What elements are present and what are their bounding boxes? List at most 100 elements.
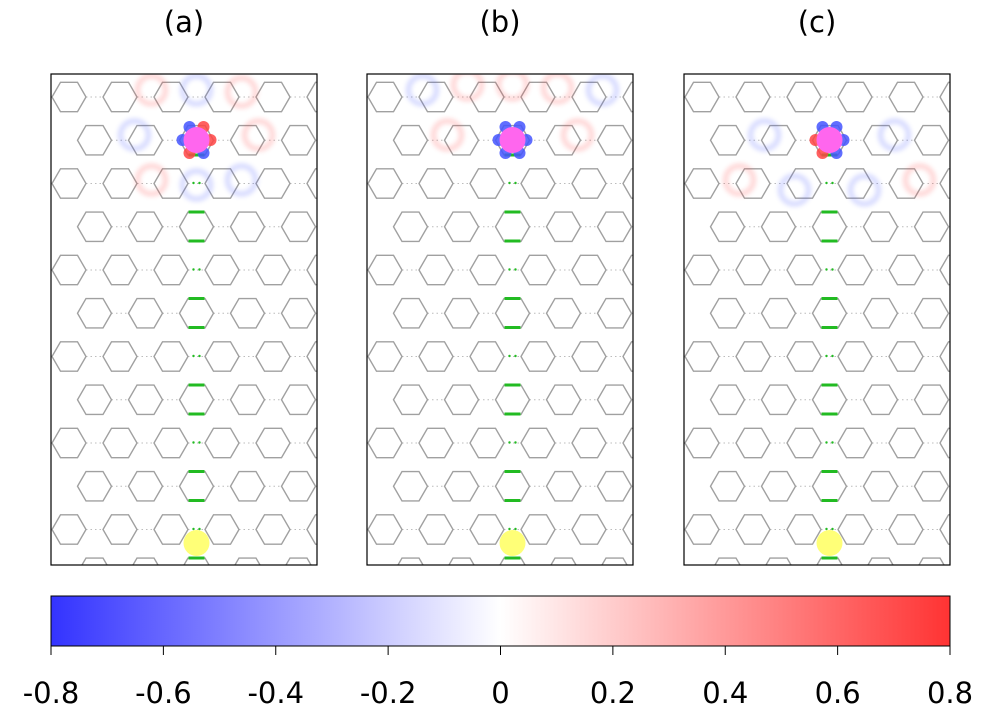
lattice-hexagon [367, 514, 403, 545]
lattice-hexagon [285, 557, 312, 565]
lattice-hexagon [939, 81, 950, 113]
lattice-hexagon [588, 299, 622, 328]
lattice-hexagon [486, 472, 520, 501]
lattice-hexagon [939, 514, 950, 545]
lattice-hexagon [460, 515, 494, 544]
lattice-hexagon [735, 168, 771, 199]
lattice-hexagon [622, 341, 633, 372]
lattice-hexagon [51, 341, 87, 372]
colorbar-tick-label: -0.8 [23, 676, 80, 710]
lattice-hexagon [102, 81, 138, 113]
lattice-hexagon [460, 169, 494, 198]
lattice-hexagon [816, 557, 843, 565]
lattice-hexagon [486, 212, 520, 241]
path-dot [825, 527, 828, 531]
source-site [183, 127, 210, 153]
lattice-hexagon [392, 470, 429, 502]
lattice-hexagon [229, 470, 266, 502]
lattice-hexagon [939, 254, 950, 286]
lattice-hexagon [204, 254, 240, 286]
lattice-hexagon [76, 211, 113, 243]
lattice-hexagon [306, 254, 317, 286]
lattice-hexagon [443, 470, 480, 502]
lattice-hexagon [392, 211, 429, 243]
lattice-hexagon [601, 557, 628, 565]
lattice-hexagon [862, 124, 899, 156]
lattice-hexagon [714, 557, 741, 565]
lattice-hexagon [397, 557, 424, 565]
lattice-hexagon [443, 297, 480, 329]
lattice-hexagon [255, 254, 291, 286]
lattice-hexagon [596, 124, 633, 156]
lattice-hexagon [939, 427, 950, 459]
lattice-hexagon [811, 470, 848, 502]
lattice-hexagon [622, 81, 633, 113]
path-dot [198, 354, 201, 358]
panel-c-frame [683, 73, 951, 566]
colorbar-gradient [50, 595, 951, 647]
lattice-hexagon [333, 299, 367, 328]
lattice-hexagon [760, 384, 797, 416]
lattice-hexagon [939, 168, 950, 199]
drain-site [816, 530, 843, 556]
lattice-hexagon [229, 211, 266, 243]
lattice-hexagon [622, 427, 633, 459]
lattice-hexagon [486, 299, 520, 328]
panel-c-lattice [684, 81, 1000, 565]
lattice-hexagon [132, 557, 159, 565]
lattice-hexagon [811, 384, 848, 416]
lattice-hexagon [588, 558, 622, 587]
lattice-hexagon [204, 427, 240, 459]
lattice-hexagon [562, 515, 596, 544]
colorbar-tick-label: -0.2 [360, 676, 417, 710]
lattice-hexagon [178, 211, 215, 243]
lattice-hexagon [571, 341, 607, 372]
lattice-hexagon [520, 254, 556, 286]
lattice-hexagon [367, 81, 403, 113]
colorbar-tick-label: 0.2 [590, 676, 636, 710]
lattice-hexagon [537, 385, 571, 414]
lattice-hexagon [545, 211, 582, 243]
lattice-hexagon [255, 81, 291, 113]
colorbar-tick-label: 0 [491, 676, 509, 710]
lattice-hexagon [469, 341, 505, 372]
path-dot [508, 441, 511, 444]
lattice-hexagon [649, 126, 683, 155]
path-dot [508, 527, 511, 531]
path-dot [192, 268, 195, 271]
lattice-hexagon [709, 124, 746, 156]
lattice-hexagon [709, 384, 746, 416]
path-dot [825, 354, 828, 358]
lattice-hexagon [367, 427, 403, 459]
lattice-hexagon [837, 341, 873, 372]
path-dot [192, 354, 195, 358]
lattice-hexagon [499, 557, 526, 565]
lattice-hexagon [280, 211, 317, 243]
colorbar-tick-label: 0.6 [815, 676, 861, 710]
lattice-hexagon [888, 514, 924, 545]
panel-a-frame [50, 73, 318, 566]
path-dot [825, 441, 828, 444]
lattice-hexagon [991, 169, 1000, 198]
lattice-hexagon [760, 470, 797, 502]
lattice-hexagon [255, 427, 291, 459]
lattice-hexagon [786, 168, 822, 199]
path-dot [192, 181, 195, 185]
lattice-hexagon [735, 81, 771, 113]
path-dot [508, 354, 511, 358]
density-halo [405, 74, 620, 152]
lattice-hexagon [913, 470, 950, 502]
lattice-hexagon [280, 124, 317, 156]
lattice-hexagon [486, 558, 520, 587]
path-dot [198, 441, 201, 444]
lattice-hexagon [153, 427, 189, 459]
lattice-hexagon [255, 341, 291, 372]
lattice-hexagon [384, 558, 418, 587]
lattice-hexagon [469, 514, 505, 545]
lattice-hexagon [913, 384, 950, 416]
path-dot [831, 441, 834, 444]
lattice-hexagon [460, 342, 494, 371]
lattice-hexagon [153, 168, 189, 199]
panel-b-lattice [367, 74, 683, 565]
